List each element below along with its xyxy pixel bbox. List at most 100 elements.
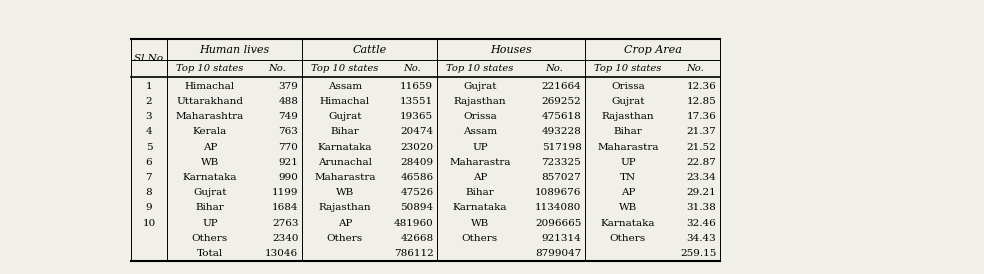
Text: Rajasthan: Rajasthan bbox=[601, 112, 654, 121]
Text: Orissa: Orissa bbox=[611, 82, 645, 91]
Text: Arunachal: Arunachal bbox=[318, 158, 372, 167]
Text: Top 10 states: Top 10 states bbox=[311, 64, 379, 73]
Text: 12.36: 12.36 bbox=[687, 82, 716, 91]
Text: Top 10 states: Top 10 states bbox=[176, 64, 244, 73]
Text: No.: No. bbox=[269, 64, 286, 73]
Text: 488: 488 bbox=[278, 97, 298, 106]
Text: 21.37: 21.37 bbox=[687, 127, 716, 136]
Text: Orissa: Orissa bbox=[463, 112, 497, 121]
Text: 46586: 46586 bbox=[400, 173, 433, 182]
Text: WB: WB bbox=[336, 188, 354, 197]
Text: 19365: 19365 bbox=[400, 112, 433, 121]
Text: Bihar: Bihar bbox=[196, 203, 224, 212]
Text: 8799047: 8799047 bbox=[535, 249, 582, 258]
Text: Others: Others bbox=[327, 234, 363, 243]
Text: 3: 3 bbox=[146, 112, 153, 121]
Text: Bihar: Bihar bbox=[465, 188, 494, 197]
Text: Kerala: Kerala bbox=[193, 127, 227, 136]
Text: 13551: 13551 bbox=[400, 97, 433, 106]
Text: Total: Total bbox=[197, 249, 223, 258]
Text: 1199: 1199 bbox=[272, 188, 298, 197]
Text: 259.15: 259.15 bbox=[680, 249, 716, 258]
Text: 770: 770 bbox=[278, 142, 298, 152]
Text: 50894: 50894 bbox=[400, 203, 433, 212]
Text: AP: AP bbox=[203, 142, 217, 152]
Text: 21.52: 21.52 bbox=[687, 142, 716, 152]
Text: Assam: Assam bbox=[462, 127, 497, 136]
Text: 990: 990 bbox=[278, 173, 298, 182]
Text: 1089676: 1089676 bbox=[535, 188, 582, 197]
Text: No.: No. bbox=[687, 64, 705, 73]
Text: Maharastra: Maharastra bbox=[314, 173, 376, 182]
Text: 493228: 493228 bbox=[541, 127, 582, 136]
Text: UP: UP bbox=[620, 158, 636, 167]
Text: Houses: Houses bbox=[490, 45, 532, 55]
Text: Crop Area: Crop Area bbox=[624, 45, 682, 55]
Text: Bihar: Bihar bbox=[331, 127, 359, 136]
Text: WB: WB bbox=[201, 158, 219, 167]
Text: 10: 10 bbox=[143, 219, 155, 227]
Text: 1134080: 1134080 bbox=[535, 203, 582, 212]
Text: UP: UP bbox=[472, 142, 488, 152]
Text: 2763: 2763 bbox=[272, 219, 298, 227]
Text: Gujrat: Gujrat bbox=[193, 188, 226, 197]
Text: 22.87: 22.87 bbox=[687, 158, 716, 167]
Text: 763: 763 bbox=[278, 127, 298, 136]
Text: Sl No: Sl No bbox=[135, 54, 163, 63]
Text: 13046: 13046 bbox=[266, 249, 298, 258]
Text: Maharastra: Maharastra bbox=[449, 158, 511, 167]
Text: Top 10 states: Top 10 states bbox=[594, 64, 661, 73]
Text: Uttarakhand: Uttarakhand bbox=[176, 97, 243, 106]
Text: 857027: 857027 bbox=[541, 173, 582, 182]
Text: Rajasthan: Rajasthan bbox=[319, 203, 371, 212]
Text: 20474: 20474 bbox=[400, 127, 433, 136]
Text: 29.21: 29.21 bbox=[687, 188, 716, 197]
Text: 517198: 517198 bbox=[541, 142, 582, 152]
Text: WB: WB bbox=[619, 203, 637, 212]
Text: 749: 749 bbox=[278, 112, 298, 121]
Text: Others: Others bbox=[461, 234, 498, 243]
Text: Himachal: Himachal bbox=[185, 82, 235, 91]
Text: WB: WB bbox=[470, 219, 489, 227]
Text: 31.38: 31.38 bbox=[687, 203, 716, 212]
Text: 42668: 42668 bbox=[400, 234, 433, 243]
Text: 28409: 28409 bbox=[400, 158, 433, 167]
Text: Rajasthan: Rajasthan bbox=[454, 97, 506, 106]
Text: Karnataka: Karnataka bbox=[318, 142, 372, 152]
Text: 723325: 723325 bbox=[541, 158, 582, 167]
Text: 23.34: 23.34 bbox=[687, 173, 716, 182]
Text: 475618: 475618 bbox=[541, 112, 582, 121]
Text: TN: TN bbox=[620, 173, 636, 182]
Text: Karnataka: Karnataka bbox=[453, 203, 507, 212]
Text: 6: 6 bbox=[146, 158, 153, 167]
Text: 23020: 23020 bbox=[400, 142, 433, 152]
Text: 269252: 269252 bbox=[541, 97, 582, 106]
Text: 786112: 786112 bbox=[394, 249, 433, 258]
Text: Maharastra: Maharastra bbox=[597, 142, 658, 152]
Text: Bihar: Bihar bbox=[613, 127, 643, 136]
Text: Karnataka: Karnataka bbox=[600, 219, 655, 227]
Text: Himachal: Himachal bbox=[320, 97, 370, 106]
Text: 221664: 221664 bbox=[541, 82, 582, 91]
Text: 7: 7 bbox=[146, 173, 153, 182]
Text: 34.43: 34.43 bbox=[687, 234, 716, 243]
Text: 1: 1 bbox=[146, 82, 153, 91]
Text: Gujrat: Gujrat bbox=[329, 112, 362, 121]
Text: 379: 379 bbox=[278, 82, 298, 91]
Text: Assam: Assam bbox=[328, 82, 362, 91]
Text: 11659: 11659 bbox=[400, 82, 433, 91]
Text: 921314: 921314 bbox=[541, 234, 582, 243]
Text: 2340: 2340 bbox=[272, 234, 298, 243]
Text: UP: UP bbox=[202, 219, 217, 227]
Text: Gujrat: Gujrat bbox=[611, 97, 645, 106]
Text: Cattle: Cattle bbox=[352, 45, 387, 55]
Text: Karnataka: Karnataka bbox=[183, 173, 237, 182]
Text: 8: 8 bbox=[146, 188, 153, 197]
Text: 17.36: 17.36 bbox=[687, 112, 716, 121]
Text: 5: 5 bbox=[146, 142, 153, 152]
Text: 921: 921 bbox=[278, 158, 298, 167]
Text: 2096665: 2096665 bbox=[535, 219, 582, 227]
Text: Top 10 states: Top 10 states bbox=[446, 64, 514, 73]
Text: No.: No. bbox=[545, 64, 563, 73]
Text: No.: No. bbox=[403, 64, 421, 73]
